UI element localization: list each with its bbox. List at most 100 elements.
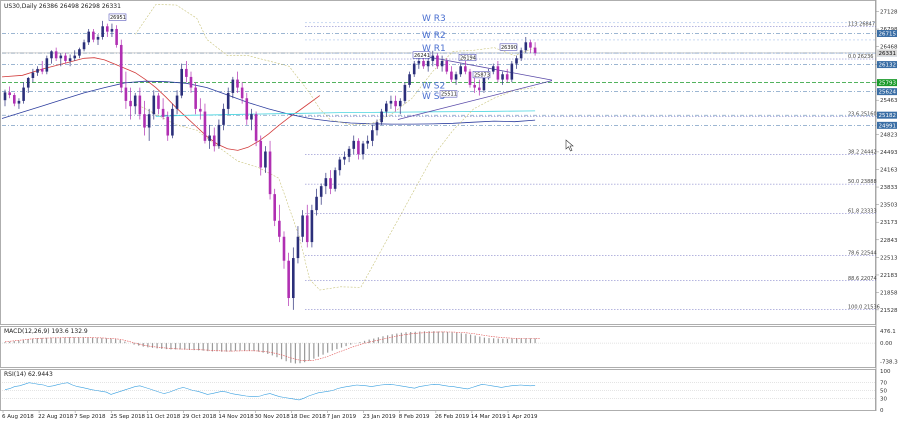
- triangle-lower-line: [397, 80, 553, 120]
- y-tick-label: 22513: [880, 255, 898, 261]
- annotation-box: [412, 51, 431, 59]
- candle-body: [338, 159, 342, 171]
- candle-body: [217, 124, 221, 147]
- pivot-label: W R1: [422, 44, 446, 54]
- candle-body: [82, 42, 86, 50]
- y-tick-label: 21528: [880, 308, 898, 314]
- macd-signal-line: [4, 331, 540, 362]
- y-tick-label: 25463: [880, 98, 898, 104]
- candle-body: [231, 79, 235, 93]
- current-price-tag-bg: [877, 49, 897, 57]
- candle-body: [403, 84, 407, 101]
- candle-body: [445, 60, 449, 72]
- candle-body: [482, 76, 486, 91]
- candle-body: [398, 100, 402, 107]
- fib-label: 88.6 22074: [848, 276, 877, 282]
- candle-body: [305, 215, 309, 243]
- level-price-tag: 25182: [879, 113, 897, 119]
- level-price-tag-bg: [877, 121, 897, 129]
- candle-body: [329, 178, 332, 189]
- candle-body: [222, 108, 225, 125]
- fib-label: 113 26847: [848, 21, 875, 27]
- candle-body: [491, 66, 495, 72]
- candle-body: [40, 68, 44, 72]
- candle-body: [73, 55, 77, 59]
- price-pane-frame: [0, 0, 876, 325]
- x-tick-label: 8 Feb 2019: [399, 414, 430, 420]
- candle-body: [380, 111, 383, 123]
- rsi-y-tick-label: 70: [880, 381, 887, 387]
- candle-body: [119, 44, 123, 88]
- y-tick-label: 22843: [880, 238, 898, 244]
- candle-body: [259, 140, 263, 168]
- current-price-tag: 26331: [879, 51, 897, 57]
- candle-body: [394, 100, 397, 107]
- x-tick-label: 1 Apr 2019: [507, 414, 538, 420]
- candle-body: [161, 108, 165, 117]
- x-tick-label: 11 Oct 2018: [146, 414, 181, 420]
- candle-body: [385, 103, 388, 112]
- y-tick-label: 27128: [880, 9, 898, 15]
- annotation-box: [108, 13, 127, 21]
- y-tick-label: 22183: [880, 273, 898, 279]
- macd-y-tick-label: 476.1: [880, 329, 896, 335]
- rsi-y-tick-label: 100: [880, 369, 891, 375]
- price-annotations: 26951 26390 26241 26194 25873 25511: [108, 13, 518, 98]
- candle-body: [96, 36, 100, 40]
- candle-body: [361, 143, 365, 155]
- candle-body: [501, 74, 504, 80]
- fib-label: 100.0 21536: [848, 304, 880, 310]
- x-tick-label: 29 Oct 2018: [182, 414, 217, 420]
- rsi-y-tick-label: 50: [880, 389, 887, 395]
- y-tick-label: 23503: [880, 203, 898, 209]
- candle-body: [250, 114, 253, 120]
- candle-body: [26, 77, 30, 88]
- x-tick-label: 23 Jan 2019: [363, 414, 396, 420]
- candle-body: [8, 92, 11, 96]
- candle-body: [357, 140, 360, 155]
- pivot-label: W R2: [422, 31, 446, 41]
- ma-envelope-lower: [135, 87, 536, 291]
- candle-body: [212, 135, 216, 147]
- annotation-box: [499, 43, 518, 51]
- candle-body: [106, 26, 109, 32]
- annotation-label: 26390: [501, 45, 517, 51]
- candle-body: [147, 114, 151, 128]
- fib-label: 0.0 26236: [848, 54, 873, 60]
- candle-body: [245, 98, 249, 120]
- candle-body: [31, 72, 35, 78]
- candle-body: [138, 95, 142, 115]
- macd-indicator: 476.1 0.00 -738.3: [2, 329, 898, 366]
- candle-body: [22, 87, 25, 101]
- candle-body: [473, 84, 476, 88]
- candle-body: [422, 60, 425, 67]
- level-price-tag-bg: [877, 30, 897, 38]
- pivot-label: W S2: [422, 82, 445, 92]
- candle-body: [296, 236, 300, 259]
- pivot-label: W R3: [422, 14, 446, 24]
- pivot-label: W S3: [422, 92, 445, 102]
- candle-body: [459, 66, 462, 75]
- candle-body: [199, 108, 202, 112]
- candle-body: [282, 236, 286, 261]
- candle-body: [13, 95, 16, 104]
- candle-body: [68, 58, 72, 61]
- y-tick-label: 23173: [880, 220, 898, 226]
- candle-body: [59, 55, 63, 59]
- rsi-y-tick-label: 0: [880, 408, 884, 414]
- candle-body: [226, 92, 230, 109]
- candle-body: [268, 151, 272, 195]
- candle-body: [287, 260, 290, 299]
- y-tick-label: 23833: [880, 185, 898, 191]
- horizontal-levels: [2, 33, 876, 126]
- candle-body: [185, 68, 188, 77]
- level-price-tag-bg: [877, 61, 897, 69]
- annotation-label: 26194: [460, 55, 476, 61]
- candle-body: [50, 51, 53, 59]
- candle-body: [171, 108, 174, 136]
- candle-body: [371, 130, 374, 141]
- candle-body: [129, 100, 132, 107]
- candle-body: [92, 31, 95, 40]
- candle-body: [292, 258, 295, 299]
